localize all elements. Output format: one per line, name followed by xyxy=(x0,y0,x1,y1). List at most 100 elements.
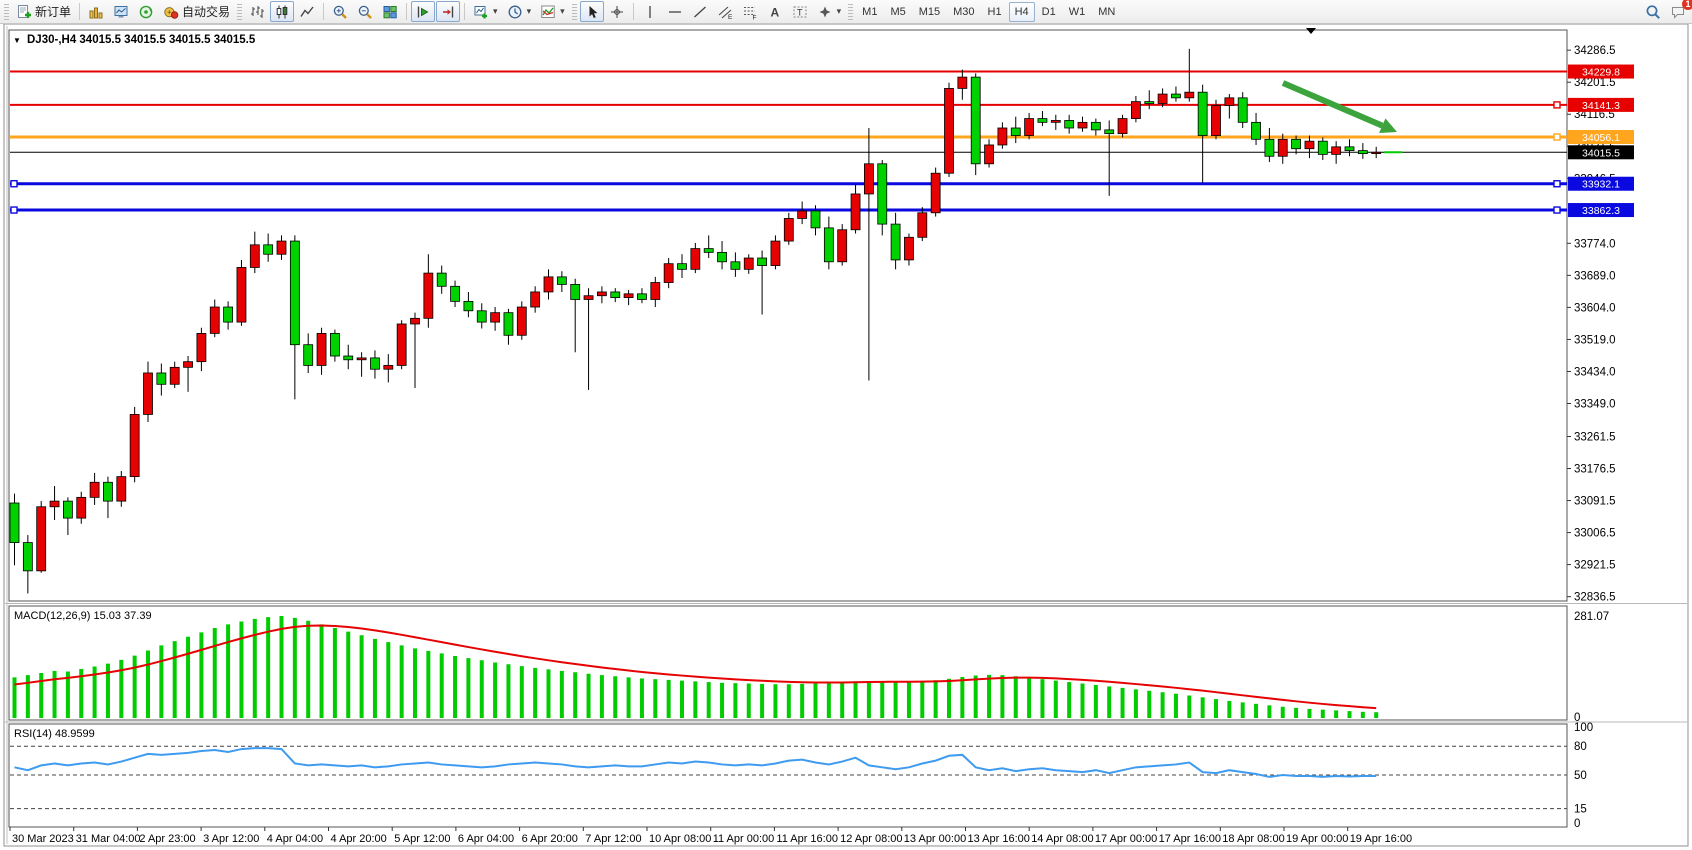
navigator-button[interactable] xyxy=(134,1,158,22)
equidistant-channel-button[interactable]: E xyxy=(713,1,737,22)
periods-button[interactable]: ▾ xyxy=(503,1,536,22)
candle[interactable] xyxy=(570,284,581,300)
candle[interactable] xyxy=(1050,120,1061,123)
profiles-button[interactable] xyxy=(84,1,108,22)
timeframe-button-m1[interactable]: M1 xyxy=(862,5,878,18)
candle[interactable] xyxy=(1317,140,1328,155)
candle[interactable] xyxy=(263,244,274,255)
cursor-button[interactable] xyxy=(579,1,604,22)
chart-collapse-icon[interactable]: ▼ xyxy=(13,36,21,45)
candle[interactable] xyxy=(984,144,994,165)
fibonacci-button[interactable]: F xyxy=(738,1,762,22)
candle[interactable] xyxy=(1291,138,1301,150)
candle[interactable] xyxy=(89,481,100,498)
candle[interactable] xyxy=(1010,127,1021,136)
candle[interactable] xyxy=(1171,93,1181,99)
line-handle[interactable] xyxy=(1553,133,1561,141)
candle[interactable] xyxy=(156,372,167,385)
candle[interactable] xyxy=(503,312,514,336)
line-handle[interactable] xyxy=(10,180,18,188)
candle[interactable] xyxy=(36,506,47,572)
candle[interactable] xyxy=(22,542,33,572)
candle[interactable] xyxy=(650,282,661,300)
candle[interactable] xyxy=(717,251,727,263)
timeframe-button-m15[interactable]: M15 xyxy=(918,5,941,18)
candle[interactable] xyxy=(1264,138,1275,157)
line-handle[interactable] xyxy=(10,206,18,214)
candlestick-chart-button[interactable] xyxy=(270,1,295,22)
candle[interactable] xyxy=(1184,91,1195,99)
horizontal-line-button[interactable] xyxy=(663,1,687,22)
candle[interactable] xyxy=(957,76,968,89)
candle[interactable] xyxy=(530,291,541,308)
candle[interactable] xyxy=(383,365,394,370)
candle[interactable] xyxy=(850,193,861,231)
main-panel[interactable] xyxy=(8,29,1568,602)
line-handle[interactable] xyxy=(1553,206,1561,214)
new-chart-button[interactable]: ▾ xyxy=(469,1,502,22)
chart-canvas[interactable]: 34286.534201.534116.534031.533946.533774… xyxy=(0,23,1692,850)
candle[interactable] xyxy=(129,414,140,478)
candle[interactable] xyxy=(223,306,234,323)
candle[interactable] xyxy=(169,366,180,385)
new-order-button[interactable]: 新订单 xyxy=(12,1,75,22)
candle[interactable] xyxy=(970,76,981,165)
scroll-marker-icon[interactable] xyxy=(1306,28,1316,34)
candle[interactable] xyxy=(1211,104,1221,136)
chart-shift-button[interactable] xyxy=(436,1,461,22)
candle[interactable] xyxy=(1224,97,1235,106)
candle[interactable] xyxy=(1144,101,1155,104)
candle[interactable] xyxy=(370,357,380,370)
candle[interactable] xyxy=(1077,121,1088,129)
candle[interactable] xyxy=(610,291,621,298)
candle[interactable] xyxy=(623,293,634,298)
candle[interactable] xyxy=(1131,101,1141,119)
indicators-button[interactable]: ▾ xyxy=(536,1,569,22)
trendline-button[interactable] xyxy=(688,1,712,22)
timeframe-button-m5[interactable]: M5 xyxy=(890,5,906,18)
annotation-arrow-line[interactable] xyxy=(1281,80,1384,129)
tile-windows-button[interactable] xyxy=(378,1,402,22)
candle[interactable] xyxy=(196,333,207,363)
candle[interactable] xyxy=(76,496,87,519)
candle[interactable] xyxy=(476,310,487,323)
candle[interactable] xyxy=(1037,118,1048,123)
candle[interactable] xyxy=(516,306,527,336)
candle[interactable] xyxy=(63,500,73,519)
timeframe-button-h1[interactable]: H1 xyxy=(987,5,1002,18)
candle[interactable] xyxy=(1237,97,1248,123)
candle[interactable] xyxy=(276,240,287,255)
zoom-out-button[interactable] xyxy=(353,1,377,22)
candle[interactable] xyxy=(316,333,327,366)
candle[interactable] xyxy=(770,240,781,266)
candle[interactable] xyxy=(116,476,127,502)
candle[interactable] xyxy=(703,248,714,253)
candle[interactable] xyxy=(9,502,20,543)
arrows-button[interactable]: ▾ xyxy=(813,1,846,22)
candle[interactable] xyxy=(103,481,113,502)
candle[interactable] xyxy=(944,88,954,174)
candle[interactable] xyxy=(1357,150,1368,155)
candle[interactable] xyxy=(209,306,220,334)
candle[interactable] xyxy=(837,229,848,263)
timeframe-button-w1[interactable]: W1 xyxy=(1068,5,1086,18)
auto-scroll-button[interactable] xyxy=(411,1,436,22)
candle[interactable] xyxy=(637,293,647,300)
candle[interactable] xyxy=(1104,129,1115,135)
candle[interactable] xyxy=(583,295,594,300)
line-handle[interactable] xyxy=(1553,101,1561,109)
market-watch-button[interactable] xyxy=(109,1,133,22)
candle[interactable] xyxy=(450,285,460,302)
autotrade-button[interactable]: 自动交易 xyxy=(159,1,234,22)
candle[interactable] xyxy=(743,257,754,270)
candle[interactable] xyxy=(410,317,420,325)
candle[interactable] xyxy=(1344,146,1355,152)
candle[interactable] xyxy=(730,261,741,270)
line-handle[interactable] xyxy=(1553,180,1561,188)
candle[interactable] xyxy=(556,276,567,285)
timeframe-button-h4[interactable]: H4 xyxy=(1008,1,1035,22)
candle[interactable] xyxy=(396,323,407,366)
candle[interactable] xyxy=(904,236,914,261)
candle[interactable] xyxy=(597,291,607,297)
text-button[interactable]: A xyxy=(763,1,787,22)
